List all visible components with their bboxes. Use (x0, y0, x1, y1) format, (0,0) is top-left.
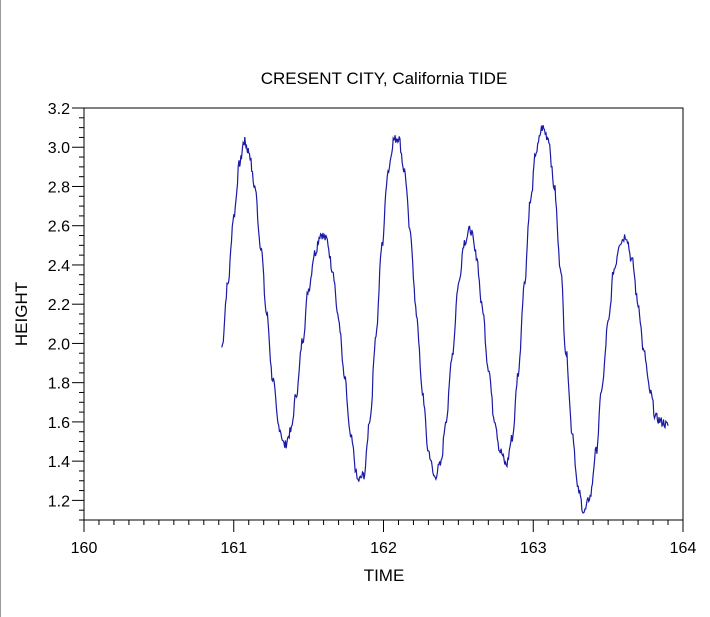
y-tick-label: 1.6 (48, 415, 70, 432)
y-tick-label: 1.8 (48, 376, 70, 393)
y-tick-label: 1.4 (48, 454, 70, 471)
y-tick-label: 2.4 (48, 258, 70, 275)
y-tick-label: 2.0 (48, 336, 70, 353)
y-tick-label: 1.2 (48, 493, 70, 510)
x-tick-label: 162 (370, 540, 397, 557)
y-tick-label: 3.2 (48, 101, 70, 118)
y-axis: 1.2 1.4 1.6 1.8 2.0 2.2 2.4 2.6 2.8 3.0 3.2 (48, 101, 84, 521)
plot-frame (83, 107, 684, 521)
window-edge (0, 0, 1, 617)
y-tick-label: 2.8 (48, 179, 70, 196)
x-axis: 160 161 162 163 164 (71, 520, 697, 557)
x-axis-label: TIME (364, 566, 405, 585)
x-tick-label: 161 (220, 540, 247, 557)
chart-title: CRESENT CITY, California TIDE (261, 69, 508, 88)
tide-series-line (221, 124, 669, 514)
x-tick-label: 164 (670, 540, 697, 557)
y-axis-label: HEIGHT (12, 282, 31, 346)
x-tick-label: 160 (71, 540, 98, 557)
x-tick-label: 163 (520, 540, 547, 557)
y-tick-label: 3.0 (48, 140, 70, 157)
y-tick-label: 2.2 (48, 297, 70, 314)
y-tick-label: 2.6 (48, 219, 70, 236)
